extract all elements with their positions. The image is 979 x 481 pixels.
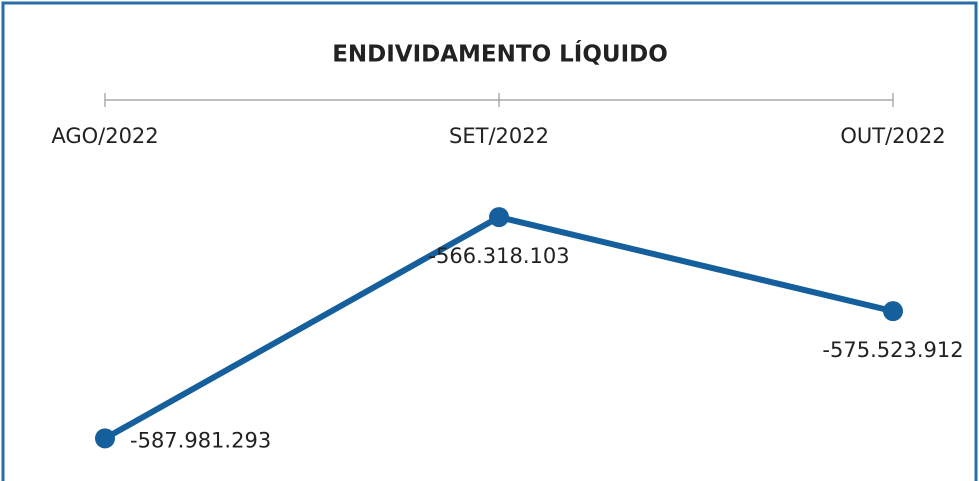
x-tick-label: SET/2022 [449,124,549,148]
x-tick-label: OUT/2022 [840,124,945,148]
data-point [883,301,903,322]
x-tick-label: AGO/2022 [51,124,158,148]
data-point [489,207,509,228]
data-point [95,428,115,449]
data-label: -575.523.912 [822,338,963,362]
data-label: -587.981.293 [130,428,271,452]
chart-title: ENDIVIDAMENTO LÍQUIDO [332,40,668,68]
data-label: -566.318.103 [428,244,569,268]
